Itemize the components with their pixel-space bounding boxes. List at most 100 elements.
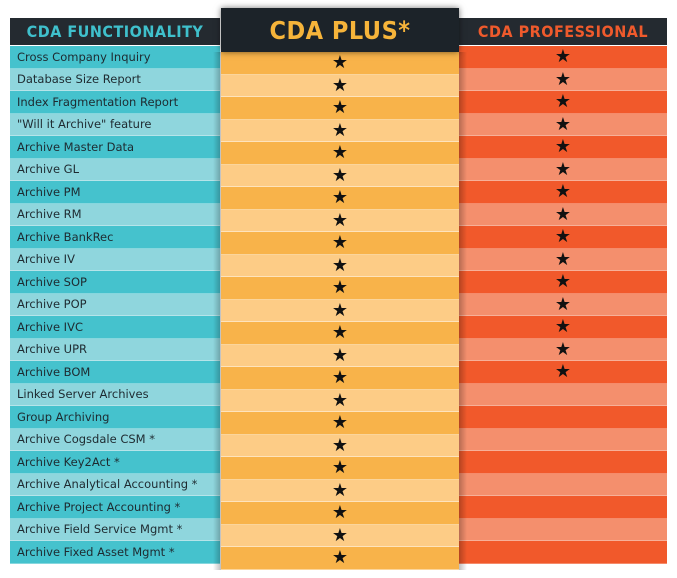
cda-professional-cell — [459, 406, 667, 429]
star-icon: ★ — [331, 299, 349, 321]
cda-professional-cell: ★ — [459, 338, 667, 361]
star-icon: ★ — [554, 248, 572, 270]
cda-professional-cell: ★ — [459, 316, 667, 339]
cda-plus-cell: ★ — [221, 524, 459, 547]
feature-label: Archive RM — [10, 203, 220, 226]
cda-professional-cell: ★ — [459, 203, 667, 226]
cda-professional-cell — [459, 518, 667, 541]
cda-plus-column-header: CDA PLUS* — [221, 8, 459, 52]
feature-label: Archive IVC — [10, 316, 220, 339]
cda-professional-cell — [459, 496, 667, 519]
star-icon: ★ — [331, 457, 349, 479]
cda-plus-cell: ★ — [221, 389, 459, 412]
cda-plus-cell: ★ — [221, 479, 459, 502]
cda-plus-cell: ★ — [221, 434, 459, 457]
cda-plus-cell: ★ — [221, 254, 459, 277]
feature-label: Archive POP — [10, 293, 220, 316]
feature-label: Archive Field Service Mgmt * — [10, 518, 220, 541]
plus-column-right-shadow — [459, 52, 467, 570]
cda-professional-cell — [459, 541, 667, 564]
cda-professional-cell: ★ — [459, 248, 667, 271]
star-icon: ★ — [554, 226, 572, 248]
star-icon: ★ — [554, 181, 572, 203]
cda-plus-cell: ★ — [221, 52, 459, 75]
star-icon: ★ — [331, 479, 349, 501]
cda-professional-cell: ★ — [459, 361, 667, 384]
cda-professional-cell: ★ — [459, 271, 667, 294]
feature-label: Archive UPR — [10, 338, 220, 361]
feature-label: Index Fragmentation Report — [10, 91, 220, 114]
star-icon: ★ — [331, 232, 349, 254]
star-icon: ★ — [331, 524, 349, 546]
star-icon: ★ — [331, 254, 349, 276]
star-icon: ★ — [331, 277, 349, 299]
star-icon: ★ — [331, 367, 349, 389]
cda-plus-cell: ★ — [221, 97, 459, 120]
star-icon: ★ — [554, 91, 572, 113]
feature-label: Archive IV — [10, 248, 220, 271]
cda-plus-cell: ★ — [221, 187, 459, 210]
star-icon: ★ — [331, 187, 349, 209]
star-icon: ★ — [331, 52, 349, 74]
cda-plus-cell: ★ — [221, 344, 459, 367]
star-icon: ★ — [554, 338, 572, 360]
star-icon: ★ — [554, 158, 572, 180]
cda-professional-cell — [459, 428, 667, 451]
star-icon: ★ — [554, 113, 572, 135]
cda-plus-cell: ★ — [221, 119, 459, 142]
feature-label: Archive PM — [10, 181, 220, 204]
star-icon: ★ — [331, 209, 349, 231]
cda-plus-cell: ★ — [221, 277, 459, 300]
feature-label: Archive BOM — [10, 361, 220, 384]
cda-plus-cell: ★ — [221, 299, 459, 322]
cda-professional-cell — [459, 473, 667, 496]
star-icon: ★ — [331, 74, 349, 96]
cda-professional-cell: ★ — [459, 68, 667, 91]
cda-professional-cell: ★ — [459, 46, 667, 69]
feature-label: "Will it Archive" feature — [10, 113, 220, 136]
cda-professional-cell: ★ — [459, 91, 667, 114]
cda-plus-cell: ★ — [221, 142, 459, 165]
cda-plus-cell: ★ — [221, 209, 459, 232]
cda-plus-cell: ★ — [221, 164, 459, 187]
feature-label: Archive Fixed Asset Mgmt * — [10, 541, 220, 564]
cda-plus-cell: ★ — [221, 322, 459, 345]
cda-professional-cell: ★ — [459, 226, 667, 249]
cda-professional-cell: ★ — [459, 136, 667, 159]
feature-label: Archive Analytical Accounting * — [10, 473, 220, 496]
cda-professional-cell: ★ — [459, 293, 667, 316]
cda-plus-cell: ★ — [221, 74, 459, 97]
cda-professional-cell: ★ — [459, 113, 667, 136]
star-icon: ★ — [554, 68, 572, 90]
star-icon: ★ — [554, 271, 572, 293]
cda-professional-cell — [459, 383, 667, 406]
star-icon: ★ — [554, 136, 572, 158]
feature-label: Cross Company Inquiry — [10, 46, 220, 69]
star-icon: ★ — [554, 293, 572, 315]
feature-label: Archive Key2Act * — [10, 451, 220, 474]
star-icon: ★ — [331, 389, 349, 411]
feature-label: Archive Project Accounting * — [10, 496, 220, 519]
star-icon: ★ — [331, 164, 349, 186]
cda-plus-cell: ★ — [221, 547, 459, 570]
star-icon: ★ — [331, 322, 349, 344]
feature-label: Archive GL — [10, 158, 220, 181]
cda-plus-cell: ★ — [221, 367, 459, 390]
feature-label: Archive Master Data — [10, 136, 220, 159]
star-icon: ★ — [331, 142, 349, 164]
star-icon: ★ — [554, 316, 572, 338]
feature-label: Database Size Report — [10, 68, 220, 91]
star-icon: ★ — [554, 361, 572, 383]
star-icon: ★ — [331, 502, 349, 524]
star-icon: ★ — [331, 547, 349, 569]
feature-label: Group Archiving — [10, 406, 220, 429]
cda-professional-cell — [459, 451, 667, 474]
feature-label: Linked Server Archives — [10, 383, 220, 406]
cda-plus-cell: ★ — [221, 457, 459, 480]
feature-label: Archive Cogsdale CSM * — [10, 428, 220, 451]
star-icon: ★ — [331, 119, 349, 141]
star-icon: ★ — [554, 46, 572, 68]
feature-label: Archive BankRec — [10, 226, 220, 249]
cda-plus-cell: ★ — [221, 412, 459, 435]
cda-professional-cell: ★ — [459, 181, 667, 204]
